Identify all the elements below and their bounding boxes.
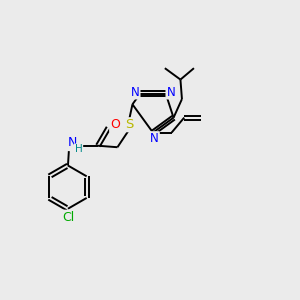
Text: S: S (125, 118, 133, 131)
Text: Cl: Cl (62, 211, 75, 224)
Text: N: N (167, 85, 175, 98)
Text: N: N (68, 136, 77, 148)
Text: N: N (131, 85, 140, 98)
Text: N: N (150, 132, 159, 145)
Text: H: H (75, 144, 82, 154)
Text: O: O (110, 118, 120, 131)
